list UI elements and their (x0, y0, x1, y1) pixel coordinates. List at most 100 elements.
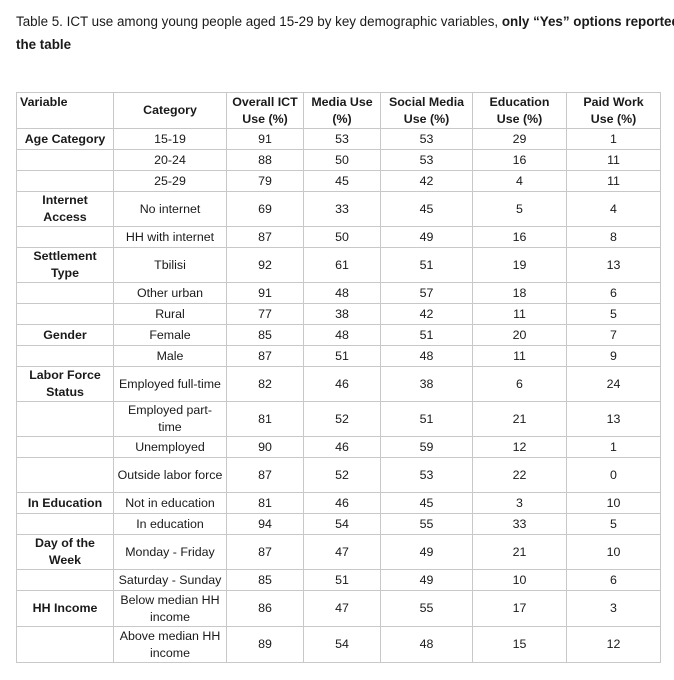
caption-emphasis-continued: the table (16, 37, 72, 52)
social-cell: 59 (380, 436, 473, 458)
media-cell: 50 (303, 226, 381, 248)
paid-cell: 3 (566, 590, 661, 627)
overall-cell: 85 (226, 569, 304, 591)
header-education-use: Education Use (%) (472, 92, 567, 129)
table-caption: Table 5. ICT use among young people aged… (16, 10, 674, 56)
social-cell: 55 (380, 513, 473, 535)
overall-cell: 87 (226, 457, 304, 493)
variable-cell (16, 149, 114, 171)
education-cell: 17 (472, 590, 567, 627)
media-cell: 46 (303, 492, 381, 514)
category-cell: Above median HH income (113, 626, 227, 663)
social-cell: 45 (380, 191, 473, 227)
paid-cell: 10 (566, 492, 661, 514)
paid-cell: 13 (566, 247, 661, 283)
table-row: Rural 77 38 42 11 5 (16, 303, 661, 325)
overall-cell: 94 (226, 513, 304, 535)
header-row: Variable Category Overall ICT Use (%) Med… (16, 92, 661, 129)
variable-cell (16, 457, 114, 493)
variable-cell: Internet Access (16, 191, 114, 227)
education-cell: 18 (472, 282, 567, 304)
overall-cell: 87 (226, 226, 304, 248)
paid-cell: 8 (566, 226, 661, 248)
social-cell: 51 (380, 324, 473, 346)
variable-cell: HH Income (16, 590, 114, 627)
overall-cell: 81 (226, 492, 304, 514)
variable-cell: In Education (16, 492, 114, 514)
media-cell: 48 (303, 282, 381, 304)
education-cell: 12 (472, 436, 567, 458)
header-media-use: Media Use (%) (303, 92, 381, 129)
education-cell: 19 (472, 247, 567, 283)
variable-cell (16, 401, 114, 437)
category-cell: Male (113, 345, 227, 367)
social-cell: 45 (380, 492, 473, 514)
table-row: Other urban 91 48 57 18 6 (16, 282, 661, 304)
media-cell: 45 (303, 170, 381, 192)
paid-cell: 11 (566, 170, 661, 192)
social-cell: 48 (380, 626, 473, 663)
variable-cell: Age Category (16, 128, 114, 150)
social-cell: 51 (380, 247, 473, 283)
education-cell: 6 (472, 366, 567, 402)
category-cell: Monday - Friday (113, 534, 227, 570)
education-cell: 20 (472, 324, 567, 346)
variable-cell (16, 513, 114, 535)
social-cell: 49 (380, 534, 473, 570)
header-category: Category (113, 92, 227, 129)
caption-line-2: the table (16, 33, 674, 56)
overall-cell: 79 (226, 170, 304, 192)
media-cell: 38 (303, 303, 381, 325)
header-paid-work-use: Paid Work Use (%) (566, 92, 661, 129)
paid-cell: 7 (566, 324, 661, 346)
category-cell: In education (113, 513, 227, 535)
table-row: Settlement Type Tbilisi 92 61 51 19 13 (16, 247, 661, 283)
paid-cell: 13 (566, 401, 661, 437)
media-cell: 46 (303, 436, 381, 458)
overall-cell: 91 (226, 128, 304, 150)
social-cell: 53 (380, 457, 473, 493)
overall-cell: 92 (226, 247, 304, 283)
variable-cell: Labor Force Status (16, 366, 114, 402)
paid-cell: 5 (566, 513, 661, 535)
overall-cell: 90 (226, 436, 304, 458)
paid-cell: 0 (566, 457, 661, 493)
social-cell: 38 (380, 366, 473, 402)
table-row: In Education Not in education 81 46 45 3… (16, 492, 661, 514)
social-cell: 49 (380, 226, 473, 248)
education-cell: 10 (472, 569, 567, 591)
education-cell: 15 (472, 626, 567, 663)
education-cell: 22 (472, 457, 567, 493)
variable-cell (16, 569, 114, 591)
category-cell: 15-19 (113, 128, 227, 150)
category-cell: 25-29 (113, 170, 227, 192)
social-cell: 55 (380, 590, 473, 627)
education-cell: 3 (472, 492, 567, 514)
media-cell: 54 (303, 626, 381, 663)
table-row: Outside labor force 87 52 53 22 0 (16, 457, 661, 493)
media-cell: 48 (303, 324, 381, 346)
category-cell: Employed part-time (113, 401, 227, 437)
category-cell: Not in education (113, 492, 227, 514)
variable-cell: Settlement Type (16, 247, 114, 283)
social-cell: 53 (380, 149, 473, 171)
paid-cell: 4 (566, 191, 661, 227)
variable-cell (16, 170, 114, 192)
table-row: Age Category 15-19 91 53 53 29 1 (16, 128, 661, 150)
media-cell: 61 (303, 247, 381, 283)
table-row: 25-29 79 45 42 4 11 (16, 170, 661, 192)
category-cell: No internet (113, 191, 227, 227)
table-row: 20-24 88 50 53 16 11 (16, 149, 661, 171)
education-cell: 21 (472, 401, 567, 437)
table-row: Unemployed 90 46 59 12 1 (16, 436, 661, 458)
table-row: HH with internet 87 50 49 16 8 (16, 226, 661, 248)
category-cell: Rural (113, 303, 227, 325)
education-cell: 11 (472, 345, 567, 367)
category-cell: Other urban (113, 282, 227, 304)
overall-cell: 91 (226, 282, 304, 304)
overall-cell: 88 (226, 149, 304, 171)
table-row: HH Income Below median HH income 86 47 5… (16, 590, 661, 627)
paid-cell: 6 (566, 282, 661, 304)
category-cell: Employed full-time (113, 366, 227, 402)
education-cell: 5 (472, 191, 567, 227)
